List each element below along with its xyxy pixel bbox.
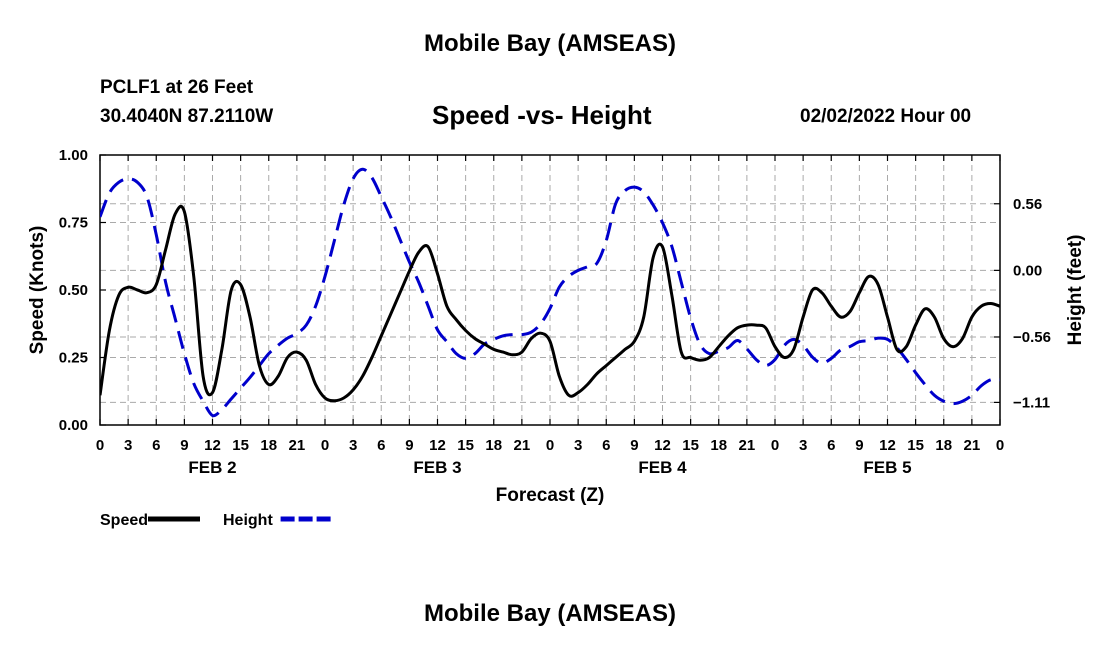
x-tick-label: 6 (152, 437, 160, 454)
x-tick-label: 12 (204, 437, 221, 454)
x-tick-label: 21 (514, 437, 531, 454)
x-tick-label: 3 (574, 437, 582, 454)
y2-tick-label: 0.00 (1013, 262, 1042, 279)
legend-label-height: Height (223, 512, 273, 529)
y-tick-label: 0.75 (59, 215, 88, 232)
x-tick-label: 15 (457, 437, 474, 454)
x-tick-label: 21 (964, 437, 981, 454)
series-line-height (100, 167, 1000, 418)
x-tick-label: 6 (827, 437, 835, 454)
series-line-speed (100, 204, 1000, 403)
day-label: FEB 4 (638, 458, 687, 477)
chart-main-title: Mobile Bay (AMSEAS) (423, 30, 677, 57)
x-tick-label: 3 (124, 437, 132, 454)
y2-tick-label: −0.56 (1013, 329, 1051, 346)
y-tick-label: 1.00 (59, 147, 88, 164)
x-tick-label: 15 (682, 437, 699, 454)
day-label: FEB 5 (863, 458, 911, 477)
x-tick-label: 9 (405, 437, 413, 454)
y-tick-label: 0.50 (59, 282, 88, 299)
x-tick-label: 18 (485, 437, 502, 454)
y-tick-label: 0.00 (59, 417, 88, 434)
day-label: FEB 2 (188, 458, 236, 477)
station-label: PCLF1 at 26 Feet (100, 77, 254, 98)
x-tick-label: 0 (996, 437, 1004, 454)
x-axis-title: Forecast (Z) (496, 485, 605, 506)
x-tick-label: 18 (935, 437, 952, 454)
legend-label-speed: Speed (100, 512, 148, 529)
x-tick-label: 3 (349, 437, 357, 454)
x-tick-label: 12 (654, 437, 671, 454)
x-tick-label: 6 (602, 437, 610, 454)
coordinates-label: 30.4040N 87.2110W (100, 106, 274, 127)
y2-tick-label: 0.56 (1013, 196, 1042, 213)
x-tick-label: 0 (771, 437, 779, 454)
y-axis-title: Speed (Knots) (27, 226, 48, 355)
x-tick-label: 6 (377, 437, 385, 454)
x-tick-label: 9 (630, 437, 638, 454)
x-tick-label: 0 (546, 437, 554, 454)
y2-axis-title: Height (feet) (1065, 235, 1086, 346)
x-tick-label: 12 (879, 437, 896, 454)
x-tick-label: 0 (96, 437, 104, 454)
x-tick-label: 15 (232, 437, 249, 454)
y-tick-label: 0.25 (59, 350, 88, 367)
forecast-datetime: 02/02/2022 Hour 00 (800, 106, 972, 127)
x-tick-label: 21 (739, 437, 756, 454)
x-tick-label: 0 (321, 437, 329, 454)
x-tick-label: 9 (855, 437, 863, 454)
x-tick-label: 3 (799, 437, 807, 454)
x-tick-label: 12 (429, 437, 446, 454)
y2-tick-label: −1.11 (1013, 394, 1050, 411)
x-tick-label: 18 (710, 437, 727, 454)
x-tick-label: 9 (180, 437, 188, 454)
x-tick-label: 15 (907, 437, 924, 454)
x-tick-label: 21 (289, 437, 306, 454)
x-tick-label: 18 (260, 437, 277, 454)
chart-subtitle: Speed -vs- Height (432, 100, 652, 130)
bottom-panel-title: Mobile Bay (AMSEAS) (423, 600, 677, 627)
day-label: FEB 3 (413, 458, 461, 477)
